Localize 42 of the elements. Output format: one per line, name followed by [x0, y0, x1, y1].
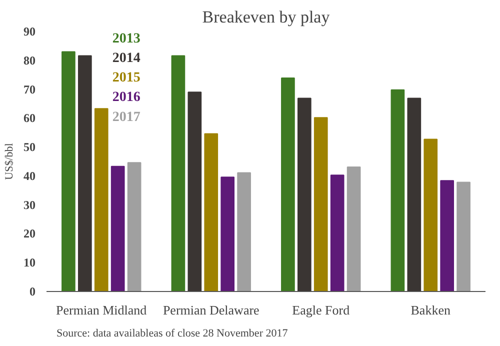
y-tick-label: 50 — [24, 140, 36, 154]
y-tick-label: 90 — [24, 24, 36, 38]
y-tick-label: 20 — [24, 226, 36, 241]
y-axis-title: US$/bbl — [4, 143, 16, 180]
y-tick-label: 0 — [30, 284, 36, 298]
bar — [330, 174, 344, 292]
bar — [390, 89, 405, 292]
y-tick-label: 80 — [24, 53, 36, 68]
bar — [297, 98, 312, 292]
y-tick-label: 70 — [24, 82, 36, 96]
series-label: 2015 — [112, 70, 140, 86]
bar — [94, 108, 108, 292]
x-tick-label: Bakken — [410, 302, 451, 318]
x-tick-label: Permian Delaware — [162, 302, 260, 318]
x-tick-label: Eagle Ford — [292, 302, 350, 318]
text: 2017 — [112, 110, 140, 125]
chart-title: Breakeven by play — [202, 8, 330, 26]
x-tick-label: Permian Midland — [56, 302, 148, 318]
y-tick-label: 40 — [24, 168, 36, 183]
y-tick-label: 60 — [24, 111, 36, 126]
bar — [314, 117, 328, 292]
bar — [407, 98, 422, 292]
bar — [204, 133, 218, 292]
source-note: Source: data availableas of close 28 November 2017 — [56, 328, 288, 340]
bar — [171, 55, 186, 292]
bar — [440, 180, 454, 292]
y-tick-label: 30 — [24, 198, 36, 212]
bar — [220, 176, 235, 292]
y-tick-label: 10 — [24, 256, 36, 270]
bar — [78, 55, 92, 292]
bar — [127, 162, 142, 292]
bar — [456, 182, 470, 292]
bar — [188, 92, 202, 292]
bar — [424, 138, 438, 292]
series-label: 2014 — [112, 50, 140, 66]
bar — [110, 166, 125, 292]
text: 2013 — [112, 31, 140, 46]
bar — [281, 78, 295, 292]
bar — [346, 166, 361, 292]
text: 2016 — [112, 90, 140, 106]
bar — [62, 51, 76, 292]
bar — [237, 172, 251, 292]
